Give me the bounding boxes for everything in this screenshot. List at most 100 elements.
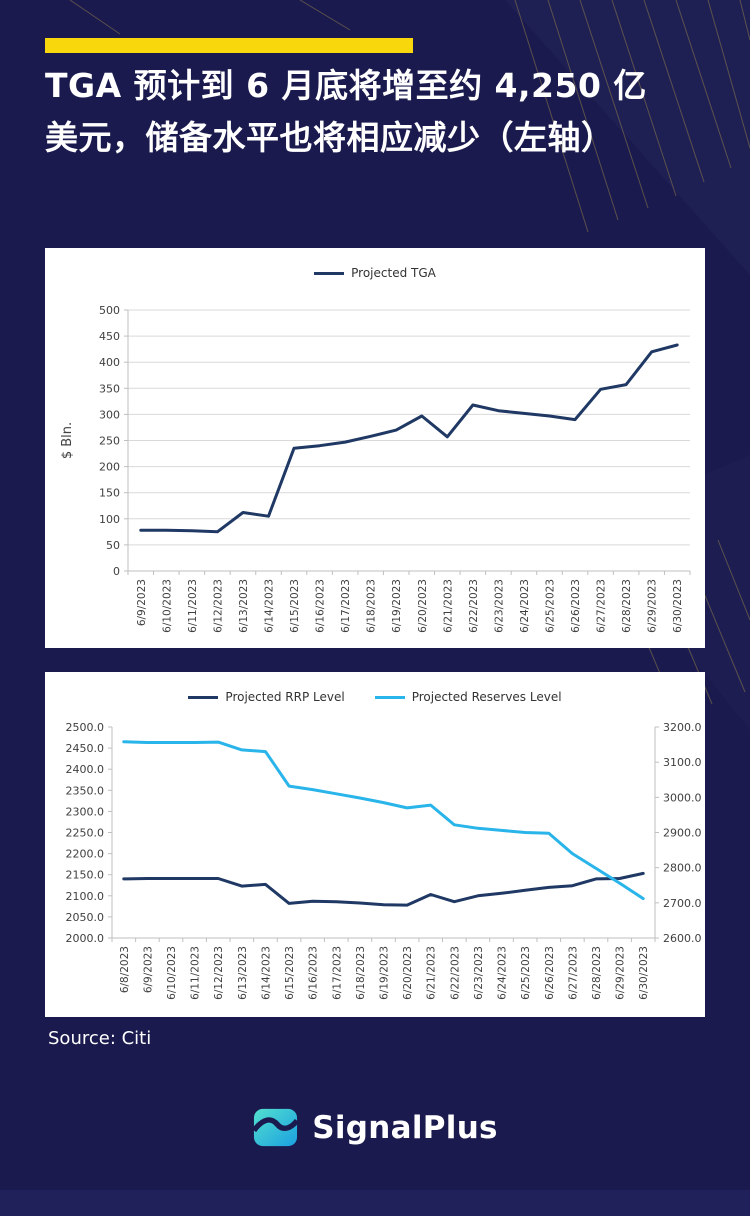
svg-text:6/15/2023: 6/15/2023 <box>289 579 301 633</box>
chart-legend: Projected RRP Level Projected Reserves Le… <box>45 672 705 712</box>
series-projected-reserves-level <box>122 740 645 901</box>
legend-label: Projected TGA <box>351 266 436 280</box>
source-label: Source: Citi <box>48 1028 152 1049</box>
svg-text:400: 400 <box>99 356 120 369</box>
svg-text:6/27/2023: 6/27/2023 <box>596 579 608 633</box>
svg-text:2800.0: 2800.0 <box>663 862 702 875</box>
svg-text:2050.0: 2050.0 <box>66 911 105 924</box>
series-projected-tga <box>139 343 679 534</box>
svg-text:6/21/2023: 6/21/2023 <box>442 579 454 633</box>
svg-text:100: 100 <box>99 513 120 526</box>
bottom-strip <box>0 1190 750 1216</box>
page-title: TGA 预计到 6 月底将增至约 4,250 亿美元，储备水平也将相应减少（左轴… <box>45 66 647 158</box>
svg-text:2100.0: 2100.0 <box>66 890 105 903</box>
tga-chart: 0 50 100 150 200 250 300 350 400 450 500 6/9/2023 6/… <box>60 304 691 633</box>
svg-text:6/14/2023: 6/14/2023 <box>260 946 272 1000</box>
svg-text:2150.0: 2150.0 <box>66 869 105 882</box>
svg-text:6/30/2023: 6/30/2023 <box>638 946 650 1000</box>
svg-text:6/27/2023: 6/27/2023 <box>567 946 579 1000</box>
svg-text:6/15/2023: 6/15/2023 <box>284 946 296 1000</box>
svg-text:6/18/2023: 6/18/2023 <box>355 946 367 1000</box>
tga-chart-panel: Projected TGA 0 50 100 150 200 250 300 350 400 450… <box>45 248 705 648</box>
svg-text:6/11/2023: 6/11/2023 <box>187 579 199 633</box>
svg-text:6/24/2023: 6/24/2023 <box>497 946 509 1000</box>
svg-text:6/19/2023: 6/19/2023 <box>379 946 391 1000</box>
brand-footer: SignalPlus <box>0 1104 750 1151</box>
svg-text:6/17/2023: 6/17/2023 <box>340 579 352 633</box>
rrp-reserves-chart: 2000.0 2050.0 2100.0 2150.0 2200.0 2250.0 2300… <box>66 721 702 1000</box>
svg-text:6/24/2023: 6/24/2023 <box>519 579 531 633</box>
svg-text:2000.0: 2000.0 <box>66 932 105 945</box>
svg-text:6/10/2023: 6/10/2023 <box>161 579 173 633</box>
svg-text:2200.0: 2200.0 <box>66 848 105 861</box>
svg-text:2600.0: 2600.0 <box>663 932 702 945</box>
svg-text:6/22/2023: 6/22/2023 <box>468 579 480 633</box>
svg-text:200: 200 <box>99 461 120 474</box>
svg-text:350: 350 <box>99 382 120 395</box>
svg-text:$ Bln.: $ Bln. <box>60 422 75 459</box>
svg-text:6/29/2023: 6/29/2023 <box>647 579 659 633</box>
title-accent-bar <box>45 38 413 53</box>
svg-text:150: 150 <box>99 487 120 500</box>
legend-item: Projected Reserves Level <box>374 690 562 704</box>
svg-text:6/18/2023: 6/18/2023 <box>366 579 378 633</box>
brand-name: SignalPlus <box>312 1109 498 1146</box>
svg-text:6/22/2023: 6/22/2023 <box>449 946 461 1000</box>
svg-text:6/20/2023: 6/20/2023 <box>417 579 429 633</box>
rrp-reserves-chart-panel: Projected RRP Level Projected Reserves Le… <box>45 672 705 1017</box>
legend-item: Projected RRP Level <box>188 690 345 704</box>
svg-text:2700.0: 2700.0 <box>663 897 702 910</box>
svg-text:6/23/2023: 6/23/2023 <box>473 946 485 1000</box>
svg-text:6/26/2023: 6/26/2023 <box>570 579 582 633</box>
svg-text:2350.0: 2350.0 <box>66 784 105 797</box>
svg-text:6/10/2023: 6/10/2023 <box>166 946 178 1000</box>
chart-legend: Projected TGA <box>45 248 705 288</box>
svg-text:6/12/2023: 6/12/2023 <box>212 579 224 633</box>
legend-label: Projected Reserves Level <box>411 690 562 704</box>
svg-text:2400.0: 2400.0 <box>66 763 105 776</box>
svg-text:6/16/2023: 6/16/2023 <box>308 946 320 1000</box>
svg-text:6/13/2023: 6/13/2023 <box>238 579 250 633</box>
legend-line-swatch <box>314 271 345 275</box>
svg-text:0: 0 <box>113 565 120 578</box>
legend-line-swatch <box>188 695 219 699</box>
svg-text:6/12/2023: 6/12/2023 <box>213 946 225 1000</box>
legend-line-swatch <box>374 695 405 699</box>
svg-text:6/17/2023: 6/17/2023 <box>331 946 343 1000</box>
svg-text:50: 50 <box>106 539 120 552</box>
svg-text:6/26/2023: 6/26/2023 <box>544 946 556 1000</box>
series-projected-rrp-level <box>122 871 645 907</box>
svg-text:6/20/2023: 6/20/2023 <box>402 946 414 1000</box>
svg-text:6/28/2023: 6/28/2023 <box>621 579 633 633</box>
svg-text:3100.0: 3100.0 <box>663 756 702 769</box>
svg-text:6/14/2023: 6/14/2023 <box>264 579 276 633</box>
svg-text:2450.0: 2450.0 <box>66 742 105 755</box>
svg-text:6/28/2023: 6/28/2023 <box>591 946 603 1000</box>
svg-text:250: 250 <box>99 435 120 448</box>
svg-text:6/16/2023: 6/16/2023 <box>315 579 327 633</box>
svg-text:300: 300 <box>99 408 120 421</box>
svg-text:6/9/2023: 6/9/2023 <box>142 946 154 993</box>
svg-text:6/11/2023: 6/11/2023 <box>190 946 202 1000</box>
legend-label: Projected RRP Level <box>225 690 345 704</box>
svg-text:6/9/2023: 6/9/2023 <box>136 579 148 626</box>
svg-text:2250.0: 2250.0 <box>66 827 105 840</box>
svg-text:6/23/2023: 6/23/2023 <box>493 579 505 633</box>
svg-text:6/13/2023: 6/13/2023 <box>237 946 249 1000</box>
svg-text:6/25/2023: 6/25/2023 <box>545 579 557 633</box>
svg-text:500: 500 <box>99 304 120 317</box>
svg-text:6/30/2023: 6/30/2023 <box>672 579 684 633</box>
svg-text:3200.0: 3200.0 <box>663 721 702 734</box>
svg-text:3000.0: 3000.0 <box>663 791 702 804</box>
svg-text:2500.0: 2500.0 <box>66 721 105 734</box>
svg-text:2300.0: 2300.0 <box>66 805 105 818</box>
svg-text:6/25/2023: 6/25/2023 <box>520 946 532 1000</box>
signalplus-logo-icon <box>252 1108 300 1147</box>
svg-text:6/8/2023: 6/8/2023 <box>119 946 131 993</box>
svg-text:6/29/2023: 6/29/2023 <box>615 946 627 1000</box>
legend-item: Projected TGA <box>314 266 436 280</box>
svg-text:450: 450 <box>99 330 120 343</box>
svg-text:2900.0: 2900.0 <box>663 827 702 840</box>
svg-text:6/21/2023: 6/21/2023 <box>426 946 438 1000</box>
